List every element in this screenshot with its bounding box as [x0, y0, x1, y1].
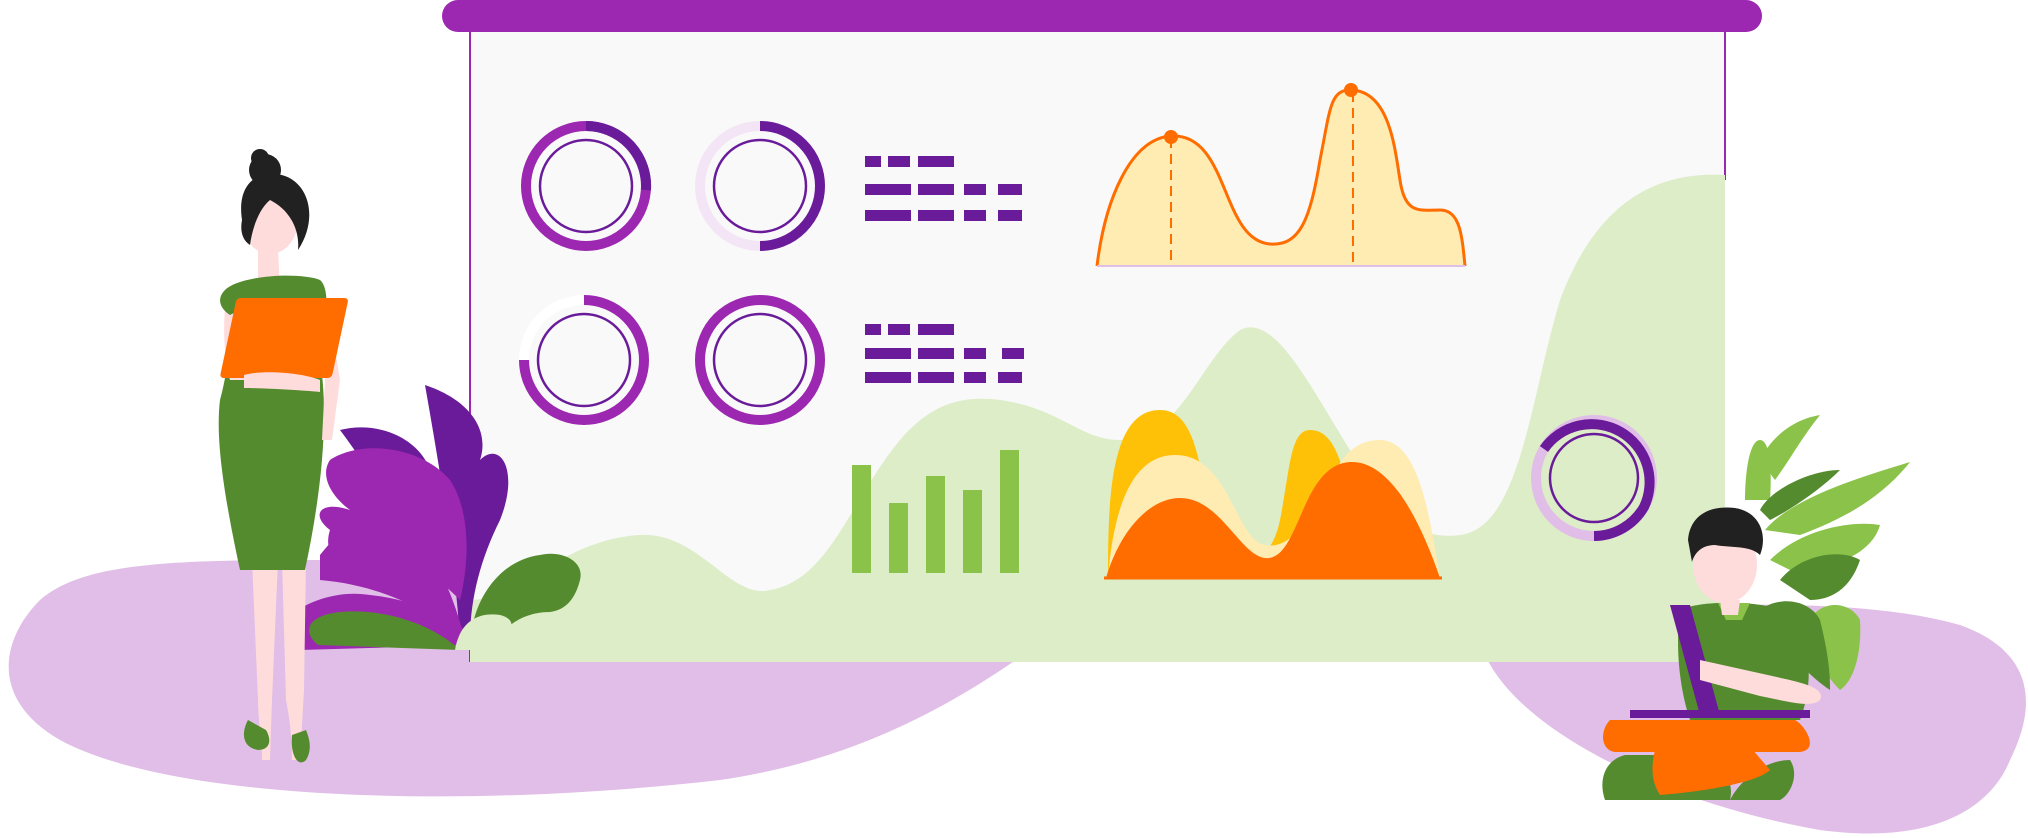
bar: [963, 490, 982, 573]
tablet: [220, 298, 348, 378]
donut-charts: [519, 120, 1657, 541]
donut-chart-icon: [695, 295, 825, 425]
line-chart-icon: [1095, 83, 1467, 267]
man-with-laptop: [1602, 507, 1821, 800]
bar: [926, 476, 945, 573]
bar: [889, 503, 908, 573]
area-chart-icon: [1104, 410, 1442, 580]
line-chart-point: [1164, 130, 1178, 144]
text-lines-icon: [865, 324, 1024, 383]
bar-chart-icon: [852, 450, 1019, 573]
donut-chart-icon: [519, 295, 649, 425]
bar: [1000, 450, 1019, 573]
purple-plant: [288, 385, 581, 650]
donut-chart-icon: [521, 120, 652, 251]
donut-chart-icon: [695, 121, 825, 251]
line-chart-point: [1344, 83, 1358, 97]
text-lines-icon: [865, 156, 1022, 221]
woman-with-tablet: [218, 149, 348, 763]
donut-chart-icon: [1531, 415, 1657, 541]
bar: [852, 465, 871, 573]
laptop-base: [1630, 710, 1810, 718]
area-orange: [1106, 461, 1440, 578]
board-top-bar: [442, 0, 1762, 32]
line-chart-fill: [1097, 90, 1465, 266]
